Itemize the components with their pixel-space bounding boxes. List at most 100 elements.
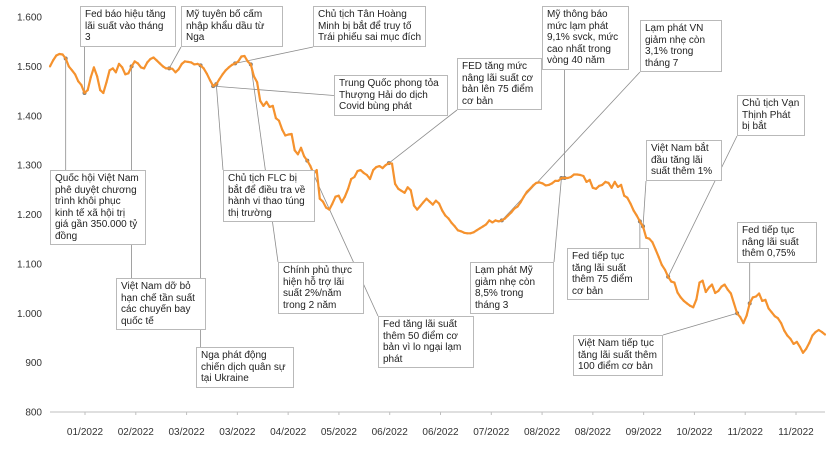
data-point (792, 342, 795, 345)
data-point (202, 67, 205, 70)
data-point (337, 194, 340, 197)
data-point (215, 83, 218, 86)
data-point (591, 186, 594, 189)
data-point (463, 231, 466, 234)
data-point (676, 291, 679, 294)
data-point (441, 209, 444, 212)
data-point (789, 337, 792, 340)
data-point (516, 205, 519, 208)
data-point (268, 105, 271, 108)
leader-line (250, 64, 279, 263)
data-point (208, 79, 212, 82)
data-point (309, 165, 312, 168)
data-point (243, 54, 246, 58)
x-tick-label: 04/2022 (270, 427, 307, 438)
data-point (748, 302, 751, 305)
data-point (751, 296, 754, 299)
data-point (52, 59, 55, 62)
data-point (249, 63, 252, 66)
data-point (723, 283, 726, 286)
data-point (519, 201, 522, 204)
data-point (240, 55, 243, 58)
data-point (685, 302, 689, 305)
data-point (780, 322, 783, 325)
data-point (252, 75, 255, 78)
data-point (168, 67, 171, 70)
annotation-fed-0-75pct: Fed tiếp tục nâng lãi suất thêm 0,75% (737, 222, 817, 263)
data-point (761, 299, 764, 302)
data-point (70, 69, 74, 72)
leader-line (213, 85, 335, 96)
data-point (318, 197, 321, 200)
data-point (710, 283, 714, 286)
y-tick-label: 1.400 (17, 111, 42, 122)
y-tick-label: 900 (25, 358, 42, 369)
data-point (726, 288, 729, 291)
data-point (394, 182, 397, 185)
data-point (535, 181, 538, 184)
data-point (801, 351, 805, 354)
leader-line (553, 177, 562, 263)
data-point (293, 149, 296, 152)
data-point (196, 62, 199, 65)
data-point (262, 104, 265, 107)
data-point (77, 80, 80, 83)
data-point (218, 78, 221, 81)
data-point (635, 214, 638, 217)
data-point (767, 307, 770, 310)
data-point (183, 60, 186, 63)
y-tick-label: 800 (25, 408, 42, 419)
data-point (353, 175, 356, 179)
leader-line (388, 109, 458, 164)
data-point (739, 316, 742, 319)
data-point (271, 104, 274, 107)
data-point (550, 182, 554, 185)
data-point (384, 164, 387, 167)
data-point (456, 229, 459, 232)
data-point (174, 71, 177, 74)
annotation-vn-inflation-3-1: Lạm phát VN giảm nhẹ còn 3,1% trong thán… (640, 20, 722, 72)
data-point (146, 61, 149, 64)
data-point (485, 223, 488, 226)
data-point (187, 60, 190, 64)
data-point (350, 177, 353, 181)
data-point (620, 183, 623, 186)
data-point (378, 165, 381, 168)
data-point (139, 66, 143, 69)
data-point (532, 184, 535, 187)
data-point (86, 89, 89, 92)
data-point (682, 299, 685, 302)
data-point (616, 185, 620, 188)
data-point (265, 100, 268, 103)
data-point (406, 186, 409, 189)
data-point (641, 225, 645, 228)
data-point (453, 225, 456, 228)
data-point (224, 69, 227, 72)
data-point (823, 333, 827, 336)
x-tick-label: 01/2022 (67, 427, 104, 438)
data-point (102, 91, 105, 95)
data-point (256, 81, 259, 84)
annotation-fed-signal: Fed báo hiệu tăng lãi suất vào tháng 3 (80, 6, 176, 47)
data-point (127, 72, 130, 75)
data-point (576, 173, 579, 176)
data-point (820, 330, 824, 334)
leader-line (662, 312, 738, 336)
data-point (149, 57, 152, 61)
data-point (773, 315, 776, 318)
data-point (660, 263, 663, 266)
data-point (158, 62, 161, 65)
data-point (425, 197, 428, 200)
leader-line (667, 135, 738, 277)
x-axis: 01/2022 02/2022 03/2022 03/2022 04/2022 05/20… (50, 411, 825, 438)
data-point (299, 146, 303, 149)
data-point (776, 317, 780, 320)
data-point (274, 117, 277, 120)
data-point (673, 281, 676, 284)
leader-line (168, 46, 182, 69)
data-point (434, 199, 437, 202)
data-point (409, 189, 412, 192)
data-point (48, 65, 52, 68)
data-point (529, 187, 532, 190)
data-point (667, 275, 670, 278)
